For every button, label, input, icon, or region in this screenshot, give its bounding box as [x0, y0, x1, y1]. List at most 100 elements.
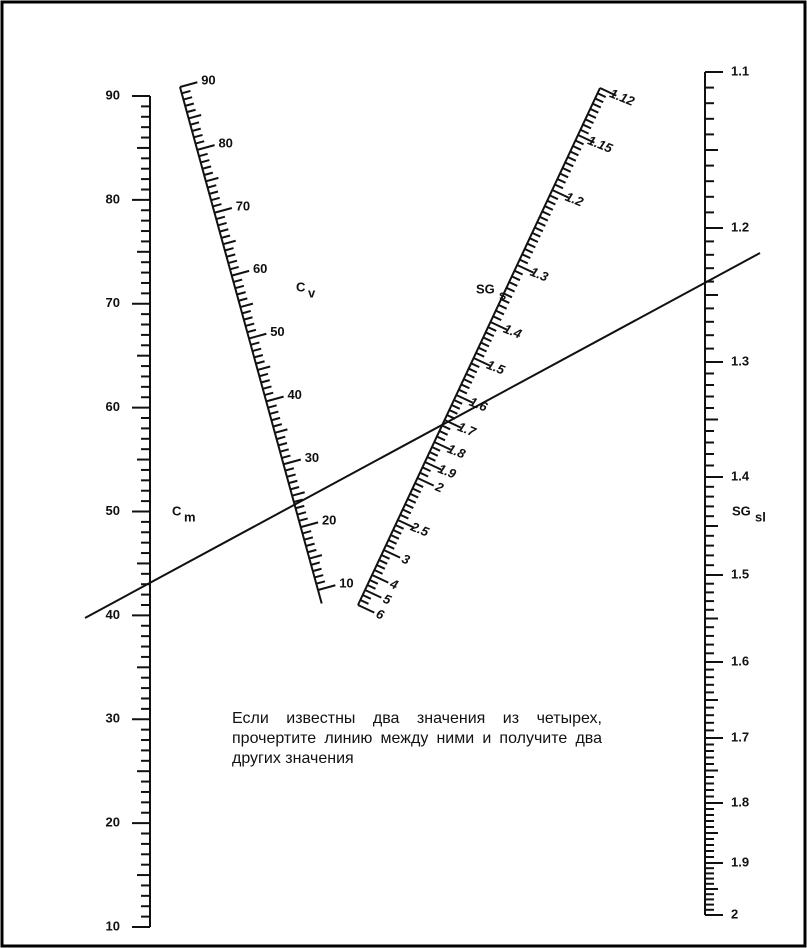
minor-tick — [305, 542, 315, 547]
scale-label: 90 — [106, 87, 120, 102]
minor-tick — [310, 561, 321, 566]
minor-tick — [212, 203, 222, 208]
minor-tick — [431, 446, 441, 452]
scale-label: 1.15 — [586, 132, 616, 156]
minor-tick — [295, 504, 305, 510]
minor-tick — [228, 259, 238, 265]
minor-tick — [556, 178, 566, 184]
minor-tick — [229, 265, 239, 271]
scale-label: 6 — [374, 606, 387, 623]
minor-tick — [546, 199, 556, 206]
minor-tick — [514, 269, 524, 276]
minor-tick — [298, 517, 308, 522]
minor-tick — [205, 176, 219, 183]
minor-tick — [419, 471, 429, 478]
minor-tick — [278, 442, 288, 447]
scale-name: SG — [476, 281, 495, 296]
minor-tick — [589, 107, 599, 114]
minor-tick — [572, 145, 582, 151]
minor-tick — [369, 579, 379, 585]
minor-tick — [580, 128, 590, 135]
minor-tick — [259, 372, 269, 378]
minor-tick — [404, 503, 414, 509]
major-tick — [283, 458, 302, 466]
scale-label: 4 — [387, 576, 401, 593]
minor-tick — [366, 584, 376, 590]
minor-tick — [245, 322, 255, 327]
minor-tick — [458, 388, 468, 395]
major-tick — [599, 87, 617, 97]
minor-tick — [385, 544, 395, 550]
minor-tick — [463, 378, 473, 384]
minor-tick — [362, 594, 372, 600]
minor-tick — [521, 253, 531, 260]
minor-tick — [388, 539, 398, 545]
minor-tick — [312, 567, 322, 573]
scale-label: 1.3 — [731, 353, 749, 368]
minor-tick — [209, 190, 219, 195]
minor-tick — [262, 385, 272, 390]
minor-tick — [564, 161, 574, 168]
minor-tick — [222, 239, 236, 246]
minor-tick — [188, 114, 202, 120]
minor-tick — [597, 92, 607, 98]
minor-tick — [392, 529, 402, 535]
scale-label: 1.1 — [731, 63, 749, 78]
minor-tick — [203, 171, 214, 176]
reading-line — [84, 252, 761, 619]
minor-tick — [236, 291, 246, 296]
scale-label: 1.7 — [456, 419, 479, 440]
scale-label: 1.6 — [731, 653, 749, 668]
minor-tick — [207, 184, 217, 189]
minor-tick — [210, 196, 220, 202]
minor-tick — [395, 524, 405, 530]
scale-label: 90 — [201, 73, 215, 88]
minor-tick — [224, 247, 234, 252]
minor-tick — [181, 89, 191, 95]
scale-name: C — [296, 279, 306, 294]
scale-label: 2 — [731, 906, 738, 921]
minor-tick — [291, 491, 305, 497]
minor-tick — [234, 284, 245, 290]
minor-tick — [475, 351, 485, 358]
minor-tick — [288, 479, 298, 485]
minor-tick — [451, 404, 461, 410]
major-tick — [179, 81, 198, 88]
minor-tick — [183, 96, 193, 101]
scale-label: 50 — [106, 503, 120, 518]
minor-tick — [482, 336, 492, 343]
minor-tick — [303, 536, 314, 541]
scale-label: 1.2 — [731, 219, 749, 234]
minor-tick — [250, 341, 260, 346]
scale-subscript: sl — [755, 509, 766, 524]
major-tick — [196, 144, 215, 151]
minor-tick — [257, 365, 271, 371]
minor-tick — [480, 341, 490, 348]
scale-label: 60 — [106, 399, 120, 414]
minor-tick — [190, 121, 200, 126]
scale-subscript: m — [184, 509, 196, 524]
minor-tick — [302, 530, 312, 535]
scale-label: 1.9 — [731, 854, 749, 869]
minor-tick — [252, 347, 262, 353]
minor-tick — [219, 228, 229, 233]
minor-tick — [453, 399, 463, 405]
minor-tick — [274, 428, 288, 434]
major-tick — [455, 394, 474, 404]
minor-tick — [531, 231, 541, 238]
minor-tick — [541, 210, 551, 217]
scale-label: 70 — [236, 198, 250, 213]
major-tick — [473, 357, 491, 367]
minor-tick — [191, 127, 202, 132]
major-tick — [248, 332, 267, 340]
minor-tick — [198, 152, 208, 158]
minor-tick — [575, 139, 585, 146]
minor-tick — [492, 315, 502, 322]
minor-tick — [414, 482, 424, 488]
minor-tick — [271, 416, 281, 422]
scale-label: 1.8 — [731, 794, 749, 809]
minor-tick — [286, 473, 296, 478]
scale-label: 1.5 — [485, 357, 508, 378]
